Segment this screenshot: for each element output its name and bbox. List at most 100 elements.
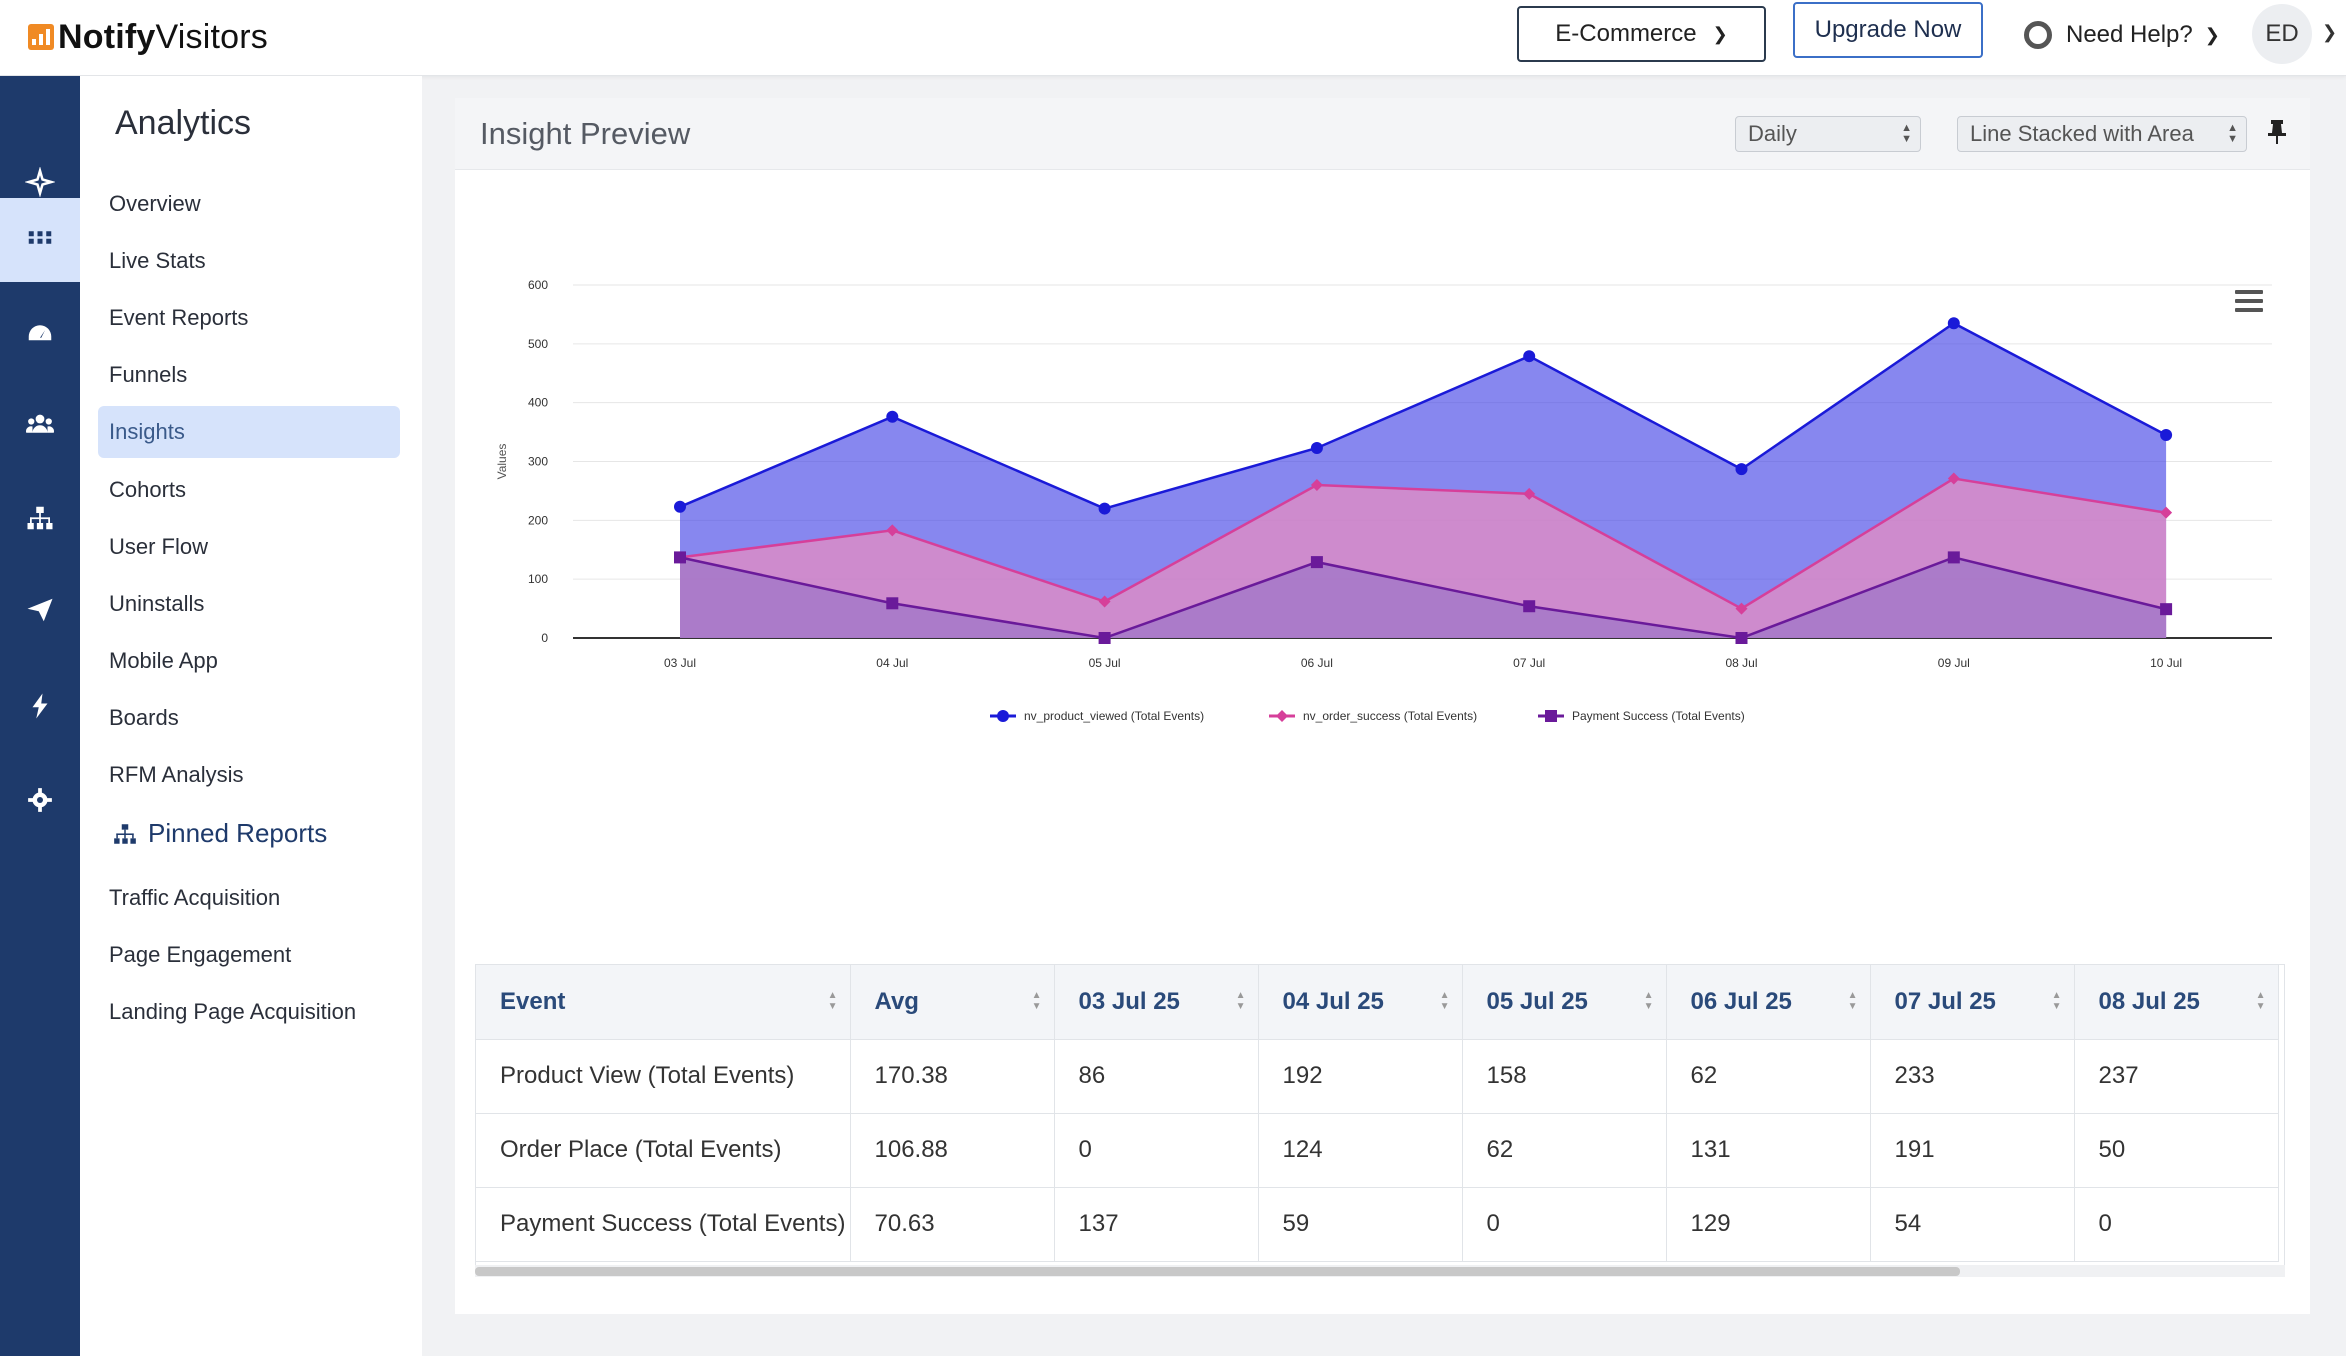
column-header[interactable]: 03 Jul 25 ▲ ▼ <box>1054 965 1259 1040</box>
table-cell: 124 <box>1258 1113 1463 1188</box>
y-tick-label: 0 <box>541 631 548 645</box>
sidebar-item-rfm-analysis[interactable]: RFM Analysis <box>109 762 244 787</box>
sort-icon[interactable]: ▲ ▼ <box>2051 990 2062 1012</box>
column-header[interactable]: 04 Jul 25 ▲ ▼ <box>1258 965 1463 1040</box>
data-point <box>1947 317 1960 330</box>
rail-users[interactable] <box>0 382 80 466</box>
sidebar-item-uninstalls[interactable]: Uninstalls <box>109 591 205 616</box>
legend-marker <box>1545 710 1557 722</box>
column-header[interactable]: 07 Jul 25 ▲ ▼ <box>1870 965 2075 1040</box>
granularity-select[interactable]: Daily ▲ ▼ <box>1735 116 1921 152</box>
app-logo[interactable]: NotifyVisitors <box>28 16 268 58</box>
chevron-down-icon[interactable]: ❯ <box>2322 22 2338 42</box>
sidebar-item-live-stats[interactable]: Live Stats <box>109 248 206 273</box>
data-point <box>1098 632 1111 644</box>
data-point <box>2160 429 2173 442</box>
need-help-label: Need Help? <box>2066 21 2193 48</box>
scrollbar-thumb[interactable] <box>475 1267 1960 1276</box>
sort-icon[interactable]: ▲ ▼ <box>2255 990 2266 1012</box>
data-point <box>1098 502 1111 515</box>
hierarchy-icon <box>114 823 136 844</box>
lifebuoy-icon <box>2024 21 2052 49</box>
x-tick-label: 04 Jul <box>876 656 908 670</box>
y-tick-label: 200 <box>528 513 548 527</box>
chart-menu-icon[interactable] <box>2235 290 2263 317</box>
rail-campaigns[interactable] <box>0 568 80 652</box>
sort-icon[interactable]: ▲ ▼ <box>1235 990 1246 1012</box>
rail-sparkle[interactable] <box>0 140 80 224</box>
column-header[interactable]: Avg ▲ ▼ <box>850 965 1055 1040</box>
sort-icon[interactable]: ▲ ▼ <box>1439 990 1450 1012</box>
sidebar-item-event-reports[interactable]: Event Reports <box>109 305 249 330</box>
upgrade-now-button[interactable]: Upgrade Now <box>1793 2 1983 58</box>
sidebar-item-page-engagement[interactable]: Page Engagement <box>109 942 292 967</box>
page-title: Insight Preview <box>480 116 691 151</box>
data-point <box>2160 506 2173 519</box>
sort-icon[interactable]: ▲ ▼ <box>1031 990 1042 1012</box>
table-cell: 137 <box>1054 1187 1259 1262</box>
sidebar-item-overview[interactable]: Overview <box>109 191 201 216</box>
top-bar: NotifyVisitors E-Commerce ❯ Upgrade Now … <box>0 0 2346 76</box>
sidebar-item-funnels[interactable]: Funnels <box>109 362 188 387</box>
sort-icon[interactable]: ▲ ▼ <box>1847 990 1858 1012</box>
send-icon <box>27 598 53 622</box>
insight-preview-card: Insight Preview Daily ▲ ▼ Line Stacked wi… <box>455 98 2310 1314</box>
table-row: Order Place (Total Events) 106.88 0 124 62 13… <box>476 1113 2279 1188</box>
column-header[interactable]: 08 Jul 25 ▲ ▼ <box>2074 965 2279 1040</box>
sidebar-item-boards[interactable]: Boards <box>109 705 179 730</box>
rail-hierarchy[interactable] <box>0 476 80 560</box>
sidebar-item-mobile-app[interactable]: Mobile App <box>109 648 218 673</box>
sidebar-item-traffic-acquisition[interactable]: Traffic Acquisition <box>109 885 281 910</box>
table-horizontal-scrollbar[interactable] <box>475 1265 2285 1277</box>
table-cell: 50 <box>2074 1113 2279 1188</box>
rail-dashboard[interactable] <box>0 292 80 376</box>
table-cell: 233 <box>1870 1039 2075 1114</box>
table-row: Product View (Total Events) 170.38 86 192 15… <box>476 1039 2279 1114</box>
hierarchy-icon <box>27 506 53 530</box>
need-help-menu[interactable]: Need Help? ❯ <box>2024 14 2220 56</box>
table-cell: 86 <box>1054 1039 1259 1114</box>
sidebar-item-user-flow[interactable]: User Flow <box>109 534 209 559</box>
legend-label: nv_order_success (Total Events) <box>1303 709 1477 723</box>
sidebar-title: Analytics <box>115 104 252 142</box>
legend-label: nv_product_viewed (Total Events) <box>1024 709 1204 723</box>
y-axis-label: Values <box>495 444 509 480</box>
data-point <box>1735 463 1748 476</box>
rail-analytics[interactable] <box>0 198 80 282</box>
data-point <box>674 551 686 564</box>
sort-icon[interactable]: ▲ ▼ <box>827 990 838 1012</box>
data-point <box>1735 632 1748 644</box>
insight-chart: 0 100 200 300 400 500 600 Values 03 Jul 04 Jul 05 … <box>495 278 2272 723</box>
data-point <box>674 500 686 513</box>
legend-marker <box>1276 710 1288 722</box>
data-point <box>1735 602 1748 615</box>
updown-arrows-icon: ▲ ▼ <box>1901 122 1912 145</box>
avatar[interactable]: ED <box>2252 4 2312 64</box>
data-point <box>1947 472 1960 485</box>
column-header[interactable]: 06 Jul 25 ▲ ▼ <box>1666 965 1871 1040</box>
sidebar-item-landing-page-acquisition[interactable]: Landing Page Acquisition <box>109 999 357 1024</box>
series-area <box>680 478 2167 638</box>
table-cell: 0 <box>2074 1187 2279 1262</box>
gear-icon <box>28 788 52 812</box>
chart-type-select[interactable]: Line Stacked with Area ▲ ▼ <box>1957 116 2247 152</box>
table-cell: 59 <box>1258 1187 1463 1262</box>
x-tick-label: 03 Jul <box>664 656 696 670</box>
rail-settings[interactable] <box>0 758 80 842</box>
column-header[interactable]: 05 Jul 25 ▲ ▼ <box>1462 965 1667 1040</box>
table-cell: 131 <box>1666 1113 1871 1188</box>
lightning-icon <box>32 693 48 719</box>
rail-automation[interactable] <box>0 664 80 748</box>
sidebar-item-cohorts[interactable]: Cohorts <box>109 477 187 502</box>
column-header[interactable]: Event ▲ ▼ <box>476 965 851 1040</box>
data-point <box>1310 479 1323 492</box>
sort-icon[interactable]: ▲ ▼ <box>1643 990 1654 1012</box>
grid-icon <box>28 231 52 244</box>
project-select[interactable]: E-Commerce ❯ <box>1517 6 1766 62</box>
data-point <box>886 524 899 537</box>
chevron-down-icon: ❯ <box>1712 23 1728 44</box>
column-header-label: Avg <box>874 987 919 1015</box>
pin-icon[interactable] <box>2266 118 2288 146</box>
column-header-label: 04 Jul 25 <box>1282 987 1384 1015</box>
sidebar-item-insights[interactable]: Insights <box>98 406 400 458</box>
